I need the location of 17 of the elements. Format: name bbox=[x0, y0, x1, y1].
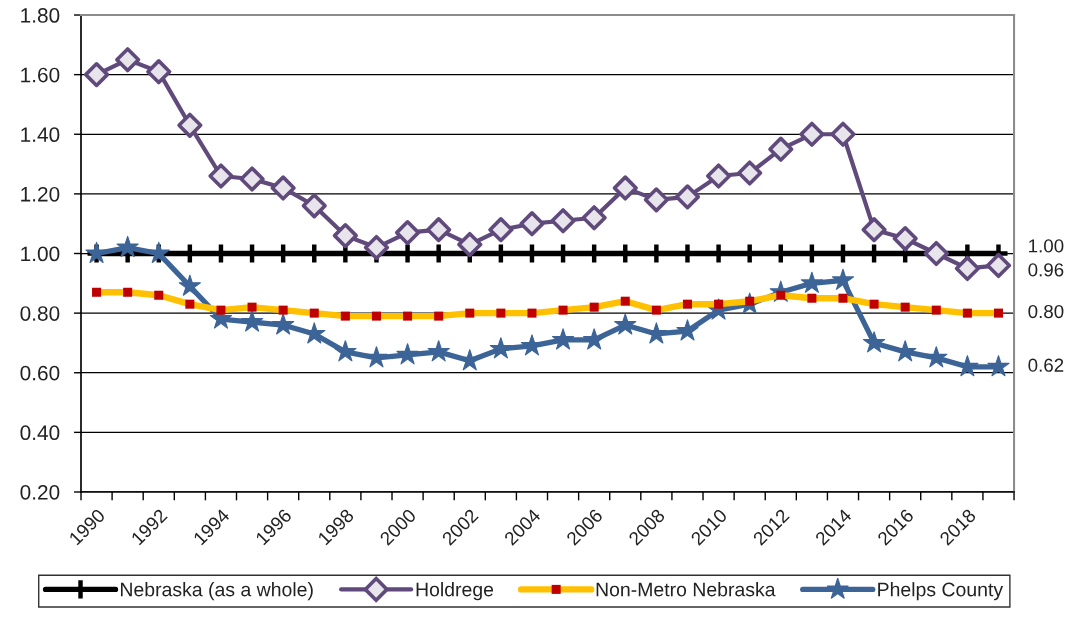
data-label: 0.80 bbox=[1028, 304, 1064, 319]
y-tick-label: 1.20 bbox=[21, 186, 60, 202]
y-tick-label: 0.80 bbox=[20, 306, 60, 321]
legend-label: Phelps County bbox=[878, 582, 1004, 601]
legend-label: Nebraska (as a whole) bbox=[121, 582, 313, 601]
y-tick-label: 1.80 bbox=[21, 8, 60, 23]
legend-label: Non-Metro Nebraska bbox=[596, 582, 776, 597]
y-tick-label: 1.00 bbox=[21, 246, 60, 262]
data-label: 1.00 bbox=[1029, 239, 1064, 253]
y-tick-label: 1.60 bbox=[21, 67, 60, 83]
y-tick-label: 0.40 bbox=[20, 425, 60, 441]
y-tick-label: 1.40 bbox=[21, 127, 60, 143]
legend-label: Holdrege bbox=[416, 582, 494, 601]
y-tick-label: 0.20 bbox=[20, 484, 60, 500]
data-label: 0.96 bbox=[1028, 263, 1064, 277]
y-tick-label: 0.60 bbox=[20, 365, 60, 381]
data-label: 0.62 bbox=[1028, 358, 1064, 372]
